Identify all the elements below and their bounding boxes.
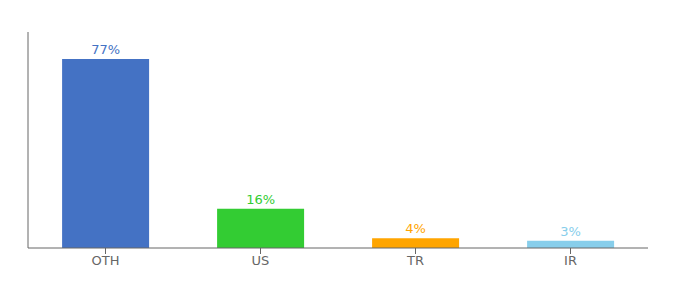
svg-text:16%: 16% [246,192,275,207]
svg-text:77%: 77% [91,42,120,57]
svg-text:3%: 3% [560,224,581,239]
svg-text:IR: IR [564,253,577,268]
svg-text:4%: 4% [405,221,426,236]
svg-text:OTH: OTH [92,253,120,268]
svg-text:US: US [252,253,270,268]
svg-text:TR: TR [406,253,424,268]
